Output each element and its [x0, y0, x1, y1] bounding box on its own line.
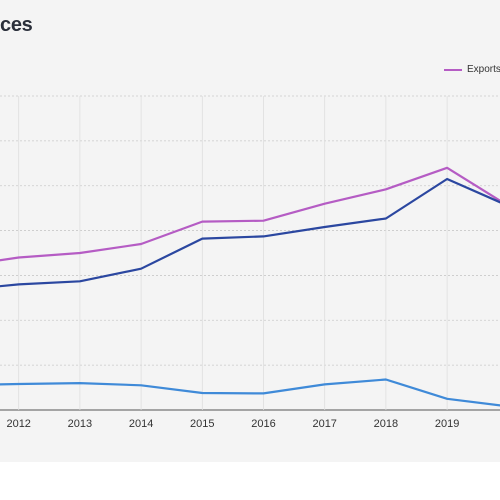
series-line-2 [0, 177, 500, 288]
x-tick-label: 2019 [435, 418, 459, 430]
x-tick-label: 2013 [68, 418, 92, 430]
x-tick-label: 2018 [374, 418, 398, 430]
series-lines [0, 166, 500, 407]
series-line-3 [0, 378, 500, 407]
legend-swatch-exports [444, 68, 462, 71]
x-tick-label: 2012 [6, 418, 30, 430]
series-line-exports [0, 166, 500, 262]
x-tick-label: 2016 [251, 418, 275, 430]
line-chart: 2012 2013 2014 2015 2016 2017 2018 2019 [0, 95, 500, 430]
gridlines [0, 95, 500, 411]
chart-title: ces [0, 14, 33, 36]
legend-label-exports: Exports [467, 64, 500, 75]
x-tick-label: 2015 [190, 418, 214, 430]
legend[interactable]: Exports [444, 64, 500, 75]
x-tick-label: 2014 [129, 418, 153, 430]
chart-frame: ces 2012 2013 2014 2015 2016 2017 2018 2019 Exp… [0, 0, 500, 462]
background-strip [0, 462, 500, 500]
x-axis-tick-labels: 2012 2013 2014 2015 2016 2017 2018 2019 [6, 418, 459, 430]
x-tick-label: 2017 [312, 418, 336, 430]
